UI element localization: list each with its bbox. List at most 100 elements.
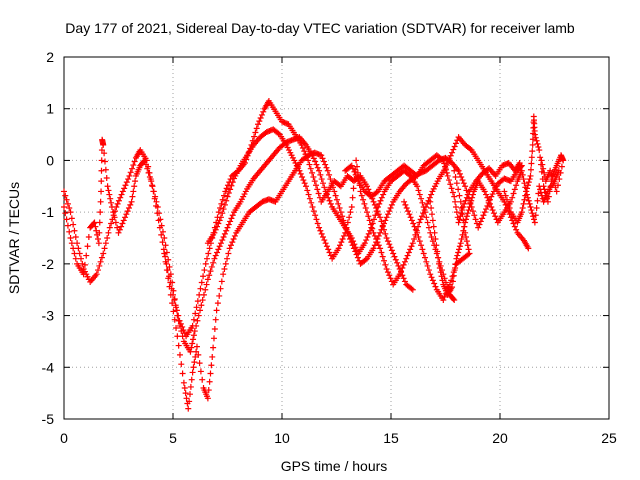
data-point xyxy=(537,189,544,196)
data-point xyxy=(371,201,378,208)
data-point xyxy=(91,219,98,226)
data-point xyxy=(131,158,138,165)
data-point xyxy=(179,333,186,340)
data-point xyxy=(425,267,432,274)
data-point xyxy=(414,229,421,236)
data-point xyxy=(156,210,163,217)
data-point xyxy=(461,223,468,230)
data-point xyxy=(310,173,317,180)
data-point xyxy=(225,221,232,228)
data-point xyxy=(432,236,439,243)
data-point xyxy=(448,277,455,284)
data-point xyxy=(453,260,460,267)
data-point xyxy=(202,286,209,293)
data-point xyxy=(163,249,170,256)
data-point xyxy=(348,162,355,169)
data-point xyxy=(122,214,129,221)
data-point xyxy=(223,227,230,234)
data-point xyxy=(416,238,423,245)
data-point xyxy=(344,219,351,226)
data-point xyxy=(464,210,471,217)
data-point xyxy=(105,187,112,194)
data-point xyxy=(64,222,71,229)
data-point xyxy=(219,196,226,203)
data-point xyxy=(200,273,207,280)
series-arc-8 xyxy=(501,167,562,226)
data-point xyxy=(209,353,216,360)
data-point xyxy=(440,157,447,164)
data-point xyxy=(106,191,113,198)
data-point xyxy=(181,330,188,337)
data-point xyxy=(198,279,205,286)
data-point xyxy=(475,224,482,231)
data-point xyxy=(104,235,111,241)
data-point xyxy=(167,271,174,278)
x-tick-label: 10 xyxy=(274,430,290,446)
data-point xyxy=(105,229,112,236)
data-point xyxy=(416,219,423,226)
data-point xyxy=(191,328,198,335)
data-point xyxy=(90,220,97,227)
data-point xyxy=(386,272,393,279)
data-point xyxy=(313,182,320,189)
data-point xyxy=(521,180,528,187)
data-point xyxy=(401,258,408,265)
data-point xyxy=(427,198,434,205)
data-point xyxy=(362,205,369,212)
data-point xyxy=(317,227,324,234)
data-point xyxy=(318,176,325,183)
data-point xyxy=(305,191,312,198)
data-point xyxy=(456,216,463,223)
data-point xyxy=(163,267,170,274)
data-point xyxy=(229,179,236,186)
marks-layer xyxy=(61,97,567,412)
data-point xyxy=(553,188,560,195)
data-point xyxy=(229,239,236,246)
data-point xyxy=(417,216,424,223)
data-point xyxy=(310,208,317,215)
data-point xyxy=(469,208,476,215)
x-tick-label: 20 xyxy=(492,430,508,446)
data-point xyxy=(63,196,70,203)
data-point xyxy=(312,158,319,165)
data-point xyxy=(127,169,134,176)
data-point xyxy=(112,219,119,226)
data-point xyxy=(469,191,476,198)
data-point xyxy=(212,226,219,233)
data-point xyxy=(458,205,465,212)
data-point xyxy=(305,157,312,164)
data-point xyxy=(204,395,211,402)
data-point xyxy=(96,219,103,226)
data-point xyxy=(404,252,411,259)
data-point xyxy=(540,165,547,172)
data-point xyxy=(506,205,513,212)
data-point xyxy=(370,229,377,236)
data-point xyxy=(511,223,518,230)
y-axis-label: SDTVAR / TECUs xyxy=(6,182,22,294)
data-point xyxy=(214,223,221,230)
data-point xyxy=(431,229,438,236)
data-point xyxy=(193,304,200,311)
data-point xyxy=(322,188,329,195)
data-point xyxy=(100,250,107,257)
data-point xyxy=(528,207,535,214)
data-point xyxy=(445,177,452,184)
data-point xyxy=(212,316,219,323)
data-point xyxy=(377,197,384,204)
data-point xyxy=(340,217,347,224)
data-point xyxy=(202,260,209,267)
data-point xyxy=(336,182,343,189)
data-point xyxy=(509,194,516,201)
data-point xyxy=(384,211,391,218)
data-point xyxy=(415,187,422,194)
data-point xyxy=(131,183,138,190)
data-point xyxy=(373,208,380,215)
data-point xyxy=(225,190,232,197)
data-point xyxy=(401,198,408,205)
data-point xyxy=(560,157,567,164)
data-point xyxy=(449,273,456,280)
data-point xyxy=(468,197,475,204)
data-point xyxy=(95,267,102,274)
data-point xyxy=(83,252,90,259)
data-point xyxy=(525,197,532,204)
